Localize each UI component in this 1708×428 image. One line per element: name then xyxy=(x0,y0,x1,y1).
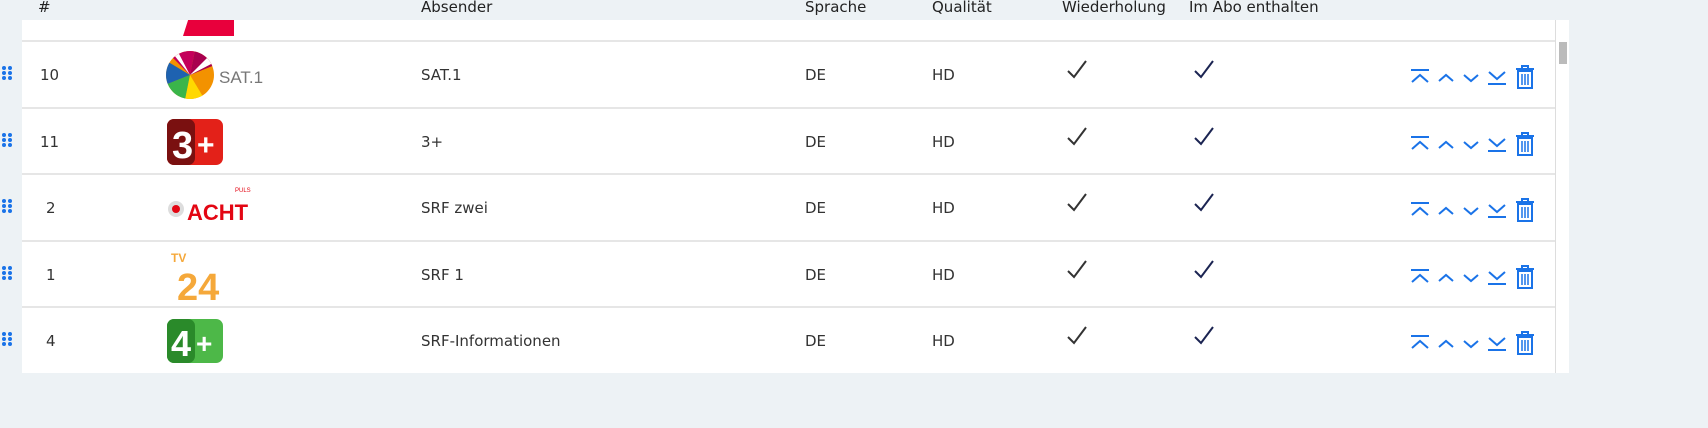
row-actions xyxy=(1410,131,1536,157)
move-down-icon[interactable] xyxy=(1462,68,1480,86)
move-bottom-icon[interactable] xyxy=(1487,135,1507,153)
channel-logo: TV 24 xyxy=(165,250,275,309)
header-replay[interactable]: Wiederholung xyxy=(1062,0,1166,16)
header-sender[interactable]: Absender xyxy=(421,0,493,16)
move-top-icon[interactable] xyxy=(1410,135,1430,153)
svg-text:24: 24 xyxy=(177,267,219,300)
included-check-icon xyxy=(1193,58,1215,80)
quality: HD xyxy=(932,199,955,218)
move-up-icon[interactable] xyxy=(1437,334,1455,352)
drag-handle-icon[interactable] xyxy=(2,332,16,347)
move-top-icon[interactable] xyxy=(1410,334,1430,352)
scrollbar[interactable] xyxy=(1555,20,1569,373)
table-row[interactable]: 1 TV 24 SRF 1 DE HD xyxy=(2,239,1555,309)
replay-check-icon xyxy=(1066,191,1088,213)
move-down-icon[interactable] xyxy=(1462,334,1480,352)
drag-handle-icon[interactable] xyxy=(2,66,16,80)
channel-logo: ACHT PULS xyxy=(165,183,275,233)
svg-text:SAT.1: SAT.1 xyxy=(219,68,263,87)
language: DE xyxy=(805,332,827,351)
included-check-icon xyxy=(1193,324,1215,346)
sender-name: SRF 1 xyxy=(421,265,464,284)
move-down-icon[interactable] xyxy=(1462,201,1480,219)
header-included[interactable]: Im Abo enthalten xyxy=(1189,0,1319,16)
drag-handle-icon[interactable] xyxy=(2,265,16,280)
quality: HD xyxy=(932,265,955,284)
move-bottom-icon[interactable] xyxy=(1487,201,1507,219)
move-top-icon[interactable] xyxy=(1410,68,1430,86)
language: DE xyxy=(805,199,827,218)
table-row[interactable]: 10 SAT.1 SAT.1 DE HD xyxy=(2,40,1555,108)
row-actions xyxy=(1410,197,1536,223)
included-check-icon xyxy=(1193,191,1215,213)
channel-logo: SAT.1 xyxy=(165,50,275,100)
svg-text:4: 4 xyxy=(171,323,191,364)
row-actions xyxy=(1410,330,1536,356)
replay-check-icon xyxy=(1066,258,1088,280)
row-number: 11 xyxy=(40,132,60,151)
svg-text:3: 3 xyxy=(172,125,193,167)
move-down-icon[interactable] xyxy=(1462,268,1480,286)
move-bottom-icon[interactable] xyxy=(1487,334,1507,352)
replay-check-icon xyxy=(1066,58,1088,80)
quality: HD xyxy=(932,66,955,84)
move-down-icon[interactable] xyxy=(1462,135,1480,153)
table-row[interactable]: 11 3 + 3+ DE HD xyxy=(2,106,1555,175)
svg-text:ACHT: ACHT xyxy=(187,200,249,225)
header-num: # xyxy=(38,0,51,16)
row-number: 2 xyxy=(46,199,56,218)
move-bottom-icon[interactable] xyxy=(1487,268,1507,286)
row-number: 4 xyxy=(46,332,56,351)
row-actions xyxy=(1410,264,1536,290)
table-row[interactable]: 4 4 + SRF-Informationen DE HD xyxy=(2,306,1555,374)
partial-logo xyxy=(183,20,234,36)
sender-name: 3+ xyxy=(421,132,444,151)
sender-name: SRF zwei xyxy=(421,199,488,218)
quality: HD xyxy=(932,332,955,351)
delete-trash-icon[interactable] xyxy=(1514,131,1536,157)
move-up-icon[interactable] xyxy=(1437,201,1455,219)
row-actions xyxy=(1410,64,1536,90)
svg-text:PULS: PULS xyxy=(235,188,251,194)
table-row[interactable]: 2 ACHT PULS SRF zwei DE HD xyxy=(2,173,1555,241)
scrollbar-thumb[interactable] xyxy=(1559,42,1567,64)
included-check-icon xyxy=(1193,125,1215,147)
channel-table: 10 SAT.1 SAT.1 DE HD 11 3 + 3+ DE HD 2 AC… xyxy=(2,20,1555,374)
drag-handle-icon[interactable] xyxy=(2,199,16,214)
delete-trash-icon[interactable] xyxy=(1514,64,1536,90)
language: DE xyxy=(805,265,827,284)
move-top-icon[interactable] xyxy=(1410,268,1430,286)
svg-text:+: + xyxy=(197,129,215,162)
move-up-icon[interactable] xyxy=(1437,68,1455,86)
delete-trash-icon[interactable] xyxy=(1514,330,1536,356)
sender-name: SRF-Informationen xyxy=(421,332,561,351)
replay-check-icon xyxy=(1066,125,1088,147)
quality: HD xyxy=(932,132,955,151)
move-up-icon[interactable] xyxy=(1437,268,1455,286)
header-language[interactable]: Sprache xyxy=(805,0,867,16)
move-up-icon[interactable] xyxy=(1437,135,1455,153)
table-header: # Absender Sprache Qualität Wiederholung… xyxy=(0,0,1708,20)
included-check-icon xyxy=(1193,258,1215,280)
language: DE xyxy=(805,132,827,151)
channel-logo: 3 + xyxy=(165,117,275,167)
replay-check-icon xyxy=(1066,324,1088,346)
sender-name: SAT.1 xyxy=(421,66,462,84)
drag-handle-icon[interactable] xyxy=(2,132,16,147)
delete-trash-icon[interactable] xyxy=(1514,264,1536,290)
svg-text:TV: TV xyxy=(171,251,186,265)
move-bottom-icon[interactable] xyxy=(1487,68,1507,86)
row-number: 10 xyxy=(40,66,60,84)
language: DE xyxy=(805,66,827,84)
svg-text:+: + xyxy=(196,328,212,359)
move-top-icon[interactable] xyxy=(1410,201,1430,219)
row-number: 1 xyxy=(46,265,56,284)
delete-trash-icon[interactable] xyxy=(1514,197,1536,223)
channel-logo: 4 + xyxy=(165,316,275,366)
header-quality[interactable]: Qualität xyxy=(932,0,992,16)
